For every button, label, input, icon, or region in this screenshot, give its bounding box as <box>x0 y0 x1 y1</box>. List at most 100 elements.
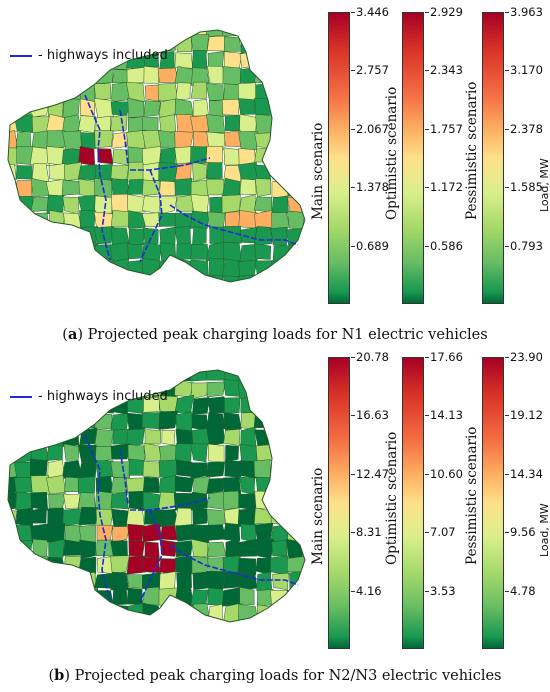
district <box>207 541 227 558</box>
district <box>192 508 208 526</box>
district <box>253 67 273 84</box>
district-map <box>7 369 306 623</box>
district <box>46 146 65 166</box>
district <box>286 590 304 607</box>
district <box>206 381 226 398</box>
district <box>206 114 225 134</box>
district <box>270 509 290 526</box>
district <box>48 493 67 509</box>
district <box>255 114 273 134</box>
district <box>15 130 32 149</box>
district <box>62 508 81 527</box>
district <box>79 427 98 445</box>
district <box>127 243 143 260</box>
district <box>126 587 143 605</box>
district <box>174 66 195 85</box>
district <box>110 491 129 510</box>
district <box>287 195 304 214</box>
district <box>97 258 114 278</box>
panel-label: a <box>67 326 78 343</box>
district <box>190 491 209 511</box>
colorbar-tick-label: 2.378 <box>505 121 543 136</box>
colorbar-tick-label: 1.585 <box>505 180 543 195</box>
district <box>46 442 63 461</box>
district <box>223 428 241 447</box>
district <box>77 476 96 494</box>
district <box>239 113 258 134</box>
colorbar-tick-label: 1.378 <box>351 180 389 195</box>
district <box>111 258 130 277</box>
district <box>253 413 271 429</box>
colorbar <box>482 357 504 649</box>
district <box>209 196 223 213</box>
district <box>15 180 33 198</box>
district <box>49 209 66 228</box>
colorbar-tick-label: 3.963 <box>505 5 543 19</box>
district <box>174 475 194 493</box>
highway-legend: - highways included <box>10 48 168 63</box>
district <box>93 83 112 101</box>
district <box>240 35 258 54</box>
district <box>256 571 273 592</box>
district <box>223 412 242 431</box>
highway-line <box>169 204 299 246</box>
district <box>173 492 194 511</box>
caption: (b) Projected peak charging loads for N2… <box>48 667 502 684</box>
colorbar-title: Pessimistic scenario <box>464 426 480 565</box>
highway-line <box>139 169 163 263</box>
district <box>127 161 145 183</box>
district <box>110 165 130 181</box>
district <box>110 210 130 228</box>
district <box>144 509 163 525</box>
district <box>190 194 210 214</box>
district <box>208 258 224 277</box>
colorbar-tick-label: 1.757 <box>425 121 463 136</box>
district <box>239 443 258 463</box>
district <box>270 227 288 247</box>
district <box>62 196 80 215</box>
district <box>127 523 145 542</box>
district <box>126 574 145 589</box>
district <box>206 508 226 527</box>
district <box>206 35 227 52</box>
district <box>158 212 177 227</box>
district <box>286 555 305 573</box>
colorbar-tick-label: 2.343 <box>425 63 463 78</box>
colorbar-tick-label: 1.172 <box>425 180 463 195</box>
district <box>127 193 146 213</box>
colorbar-tick-label: 14.34 <box>505 466 543 481</box>
district <box>272 245 290 263</box>
colorbar-tick-label: 2.067 <box>351 121 389 136</box>
district <box>205 570 226 591</box>
district <box>110 412 130 431</box>
district <box>223 165 242 183</box>
district <box>94 428 114 448</box>
district <box>78 178 96 197</box>
caption: (a) Projected peak charging loads for N1… <box>62 326 488 343</box>
district <box>126 555 146 575</box>
district <box>225 444 239 462</box>
district <box>174 507 192 527</box>
district <box>14 195 34 214</box>
district <box>207 396 227 414</box>
colorbar <box>482 12 504 304</box>
district <box>221 194 241 214</box>
district <box>254 147 272 163</box>
district <box>206 30 225 38</box>
district <box>158 180 177 196</box>
district <box>207 65 225 85</box>
district <box>46 194 64 215</box>
district <box>78 115 97 134</box>
colorbar-title: Optimistic scenario <box>384 431 400 565</box>
district <box>237 538 258 557</box>
colorbar-tick-label: 0.793 <box>505 238 543 253</box>
highway-line <box>119 109 129 166</box>
district <box>191 49 208 71</box>
district <box>192 98 209 117</box>
district <box>110 114 128 132</box>
district <box>158 260 177 279</box>
district <box>142 460 161 478</box>
highway-legend: - highways included <box>10 389 168 404</box>
district <box>63 443 80 461</box>
district <box>126 428 145 448</box>
